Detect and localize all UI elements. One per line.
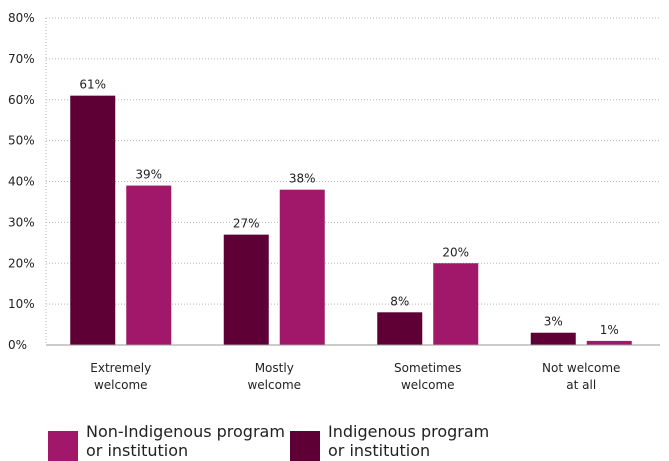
x-tick-label: Not welcome at all [542,361,620,392]
x-tick-label: Extremely welcome [90,361,151,392]
legend-label-non-indigenous: Non-Indigenous program or institution [86,422,285,460]
bar [586,340,632,345]
legend-item-indigenous: Indigenous program or institution [290,422,489,461]
legend-swatch-indigenous [290,431,320,461]
data-label: 61% [79,78,106,92]
bar [377,312,423,345]
y-tick-label: 10% [8,297,35,311]
bar [279,189,325,345]
bar-chart: 0% 10% 20% 30% 40% 50% 60% 70% 80% 61% 39% Extremel… [8,11,660,392]
bar [530,332,576,345]
bar [126,185,172,345]
data-label: 8% [390,294,409,308]
y-tick-label: 20% [8,256,35,270]
bar [223,234,269,345]
legend-label-indigenous: Indigenous program or institution [328,422,490,460]
y-tick-label: 0% [8,338,27,352]
legend-item-non-indigenous: Non-Indigenous program or institution [48,422,285,461]
bar [433,263,479,345]
x-tick-label: Mostly welcome [247,361,301,392]
bar [70,95,116,345]
y-tick-label: 30% [8,215,35,229]
y-tick-label: 70% [8,52,35,66]
data-label: 1% [600,323,619,337]
y-tick-label: 60% [8,93,35,107]
data-label: 20% [442,245,469,259]
y-tick-label: 80% [8,11,35,25]
legend-swatch-non-indigenous [48,431,78,461]
data-label: 39% [135,168,162,182]
x-tick-label: Sometimes welcome [394,361,461,392]
y-tick-label: 40% [8,175,35,189]
data-label: 38% [289,172,316,186]
data-label: 27% [233,217,260,231]
y-tick-label: 50% [8,134,35,148]
data-label: 3% [544,315,563,329]
